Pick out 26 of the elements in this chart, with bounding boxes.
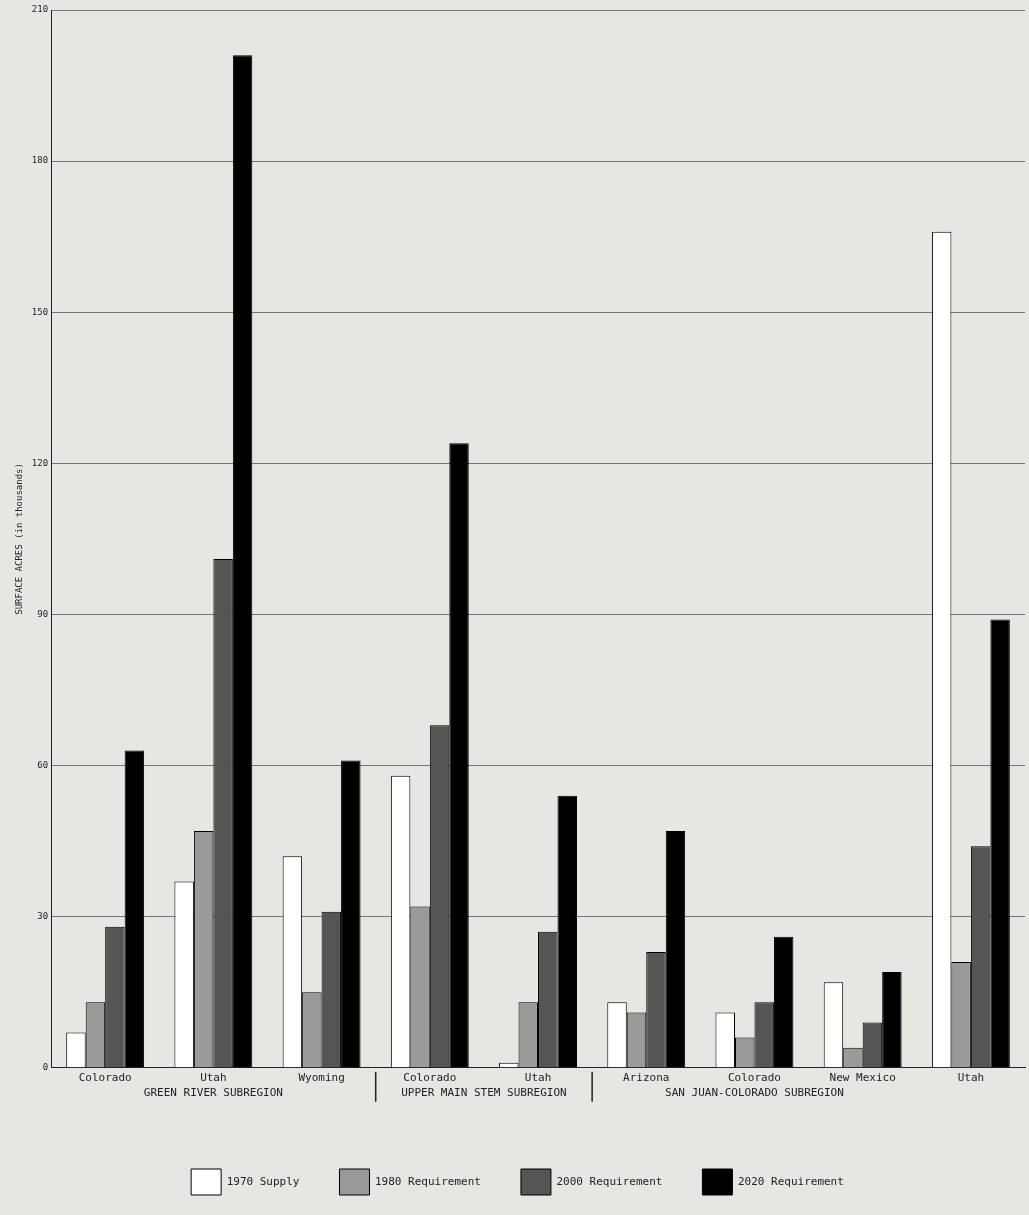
x-tick-label: Colorado (78, 1071, 132, 1085)
text: SAN JUAN-COLORADO SUBREGION (665, 1086, 844, 1100)
legend-label: 2020 Requirement (737, 1174, 844, 1188)
x-tick-label: Colorado (727, 1071, 781, 1085)
x-tick-label: New Mexico (829, 1071, 896, 1085)
bar (773, 936, 794, 1068)
legend-label: 1970 Supply (226, 1174, 300, 1188)
y-tick-label: 0 (42, 1062, 49, 1073)
y-tick-label: 150 (31, 306, 49, 317)
x-tick-label: Wyoming (298, 1071, 345, 1085)
x-tick-label: Colorado (403, 1071, 457, 1085)
legend-label: 1980 Requirement (374, 1174, 481, 1188)
y-tick-label: 210 (31, 4, 49, 15)
y-tick-label: 30 (37, 911, 49, 922)
y-axis-title: SURFACE ACRES (in thousands) (13, 463, 24, 615)
y-tick-label: 60 (37, 759, 49, 770)
legend-label: 2000 Requirement (556, 1174, 663, 1188)
x-tick-label: Utah (957, 1071, 985, 1085)
text: UPPER MAIN STEM SUBREGION (401, 1086, 567, 1100)
y-tick-label: 180 (31, 155, 49, 166)
x-tick-label: Arizona (623, 1071, 670, 1085)
y-tick-label: 120 (31, 457, 49, 468)
y-tick-label: 90 (37, 608, 49, 619)
text: GREEN RIVER SUBREGION (143, 1086, 283, 1100)
x-tick-label: Utah (524, 1071, 552, 1085)
x-tick-label: Utah (200, 1071, 227, 1085)
